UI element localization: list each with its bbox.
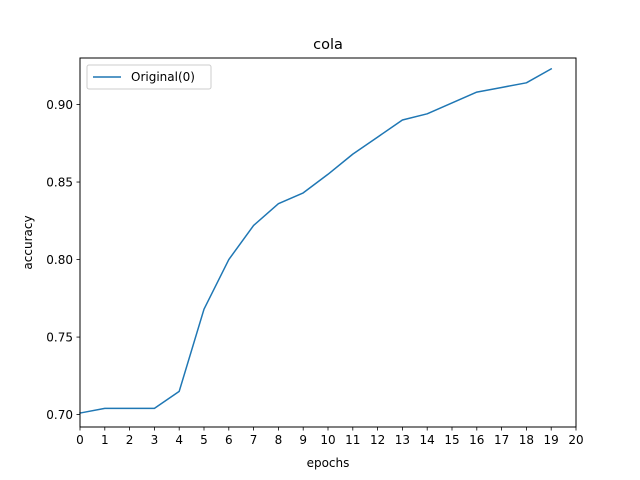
y-tick-label: 0.90 xyxy=(46,98,73,112)
x-tick-label: 18 xyxy=(519,433,534,447)
x-tick-label: 11 xyxy=(345,433,360,447)
chart-title: cola xyxy=(313,37,343,53)
legend-label: Original(0) xyxy=(131,70,195,84)
x-tick-label: 14 xyxy=(420,433,435,447)
legend: Original(0) xyxy=(86,64,212,90)
x-tick-label: 9 xyxy=(299,433,307,447)
x-tick-label: 5 xyxy=(200,433,208,447)
y-tick-label: 0.85 xyxy=(46,176,73,190)
y-tick-label: 0.80 xyxy=(46,253,73,267)
x-tick-label: 4 xyxy=(175,433,183,447)
x-tick-label: 17 xyxy=(494,433,509,447)
x-tick-label: 1 xyxy=(101,433,109,447)
y-tick-label: 0.75 xyxy=(46,331,73,345)
x-tick-label: 19 xyxy=(544,433,559,447)
x-tick-label: 16 xyxy=(469,433,484,447)
y-tick-label: 0.70 xyxy=(46,408,73,422)
x-axis-label: epochs xyxy=(307,456,350,470)
x-tick-label: 12 xyxy=(370,433,385,447)
x-tick-label: 8 xyxy=(275,433,283,447)
y-axis-label: accuracy xyxy=(21,215,35,269)
x-tick-label: 6 xyxy=(225,433,233,447)
x-tick-label: 2 xyxy=(126,433,134,447)
plot-area xyxy=(79,67,553,414)
x-tick-label: 20 xyxy=(568,433,583,447)
x-tick-label: 3 xyxy=(151,433,159,447)
series-line-0 xyxy=(79,67,553,414)
x-tick-label: 13 xyxy=(395,433,410,447)
x-tick-label: 15 xyxy=(444,433,459,447)
x-tick-label: 0 xyxy=(76,433,84,447)
x-tick-label: 10 xyxy=(320,433,335,447)
legend-box xyxy=(86,64,212,90)
x-tick-label: 7 xyxy=(250,433,258,447)
